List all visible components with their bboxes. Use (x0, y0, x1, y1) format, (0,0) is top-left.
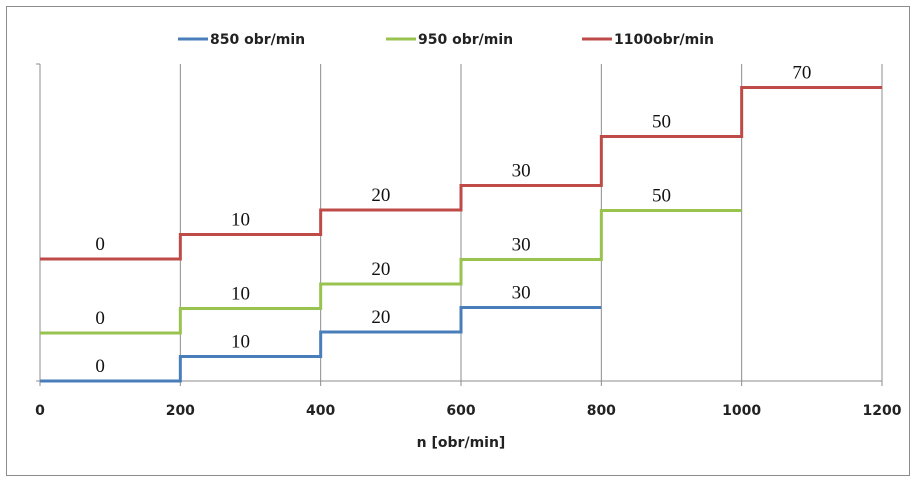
data-label: 20 (371, 259, 390, 280)
data-label: 20 (371, 185, 390, 206)
legend-item: 950 obr/min (386, 32, 513, 48)
data-label: 70 (792, 63, 811, 84)
series-line (40, 306, 602, 383)
series-lines (40, 86, 882, 383)
x-tick-label: 800 (587, 403, 616, 419)
x-tick-label: 0 (35, 403, 45, 419)
legend: 850 obr/min 950 obr/min 1100obr/min (178, 32, 714, 48)
legend-label: 1100obr/min (614, 32, 714, 48)
x-tick-label: 200 (166, 403, 195, 419)
legend-item: 850 obr/min (178, 32, 305, 48)
series-line (40, 209, 742, 335)
legend-label: 850 obr/min (210, 32, 305, 48)
legend-item: 1100obr/min (582, 32, 714, 48)
data-label: 10 (231, 210, 250, 231)
x-tick-label: 600 (446, 403, 475, 419)
data-label: 50 (652, 112, 671, 133)
data-label: 10 (231, 332, 250, 353)
x-tick-label: 1200 (863, 403, 902, 419)
data-label: 0 (95, 356, 105, 377)
data-label: 0 (95, 234, 105, 255)
data-label: 10 (231, 284, 250, 305)
data-label: 50 (652, 186, 671, 207)
chart-border (6, 6, 910, 476)
x-axis: 0 200 400 600 800 1000 1200 (35, 63, 902, 419)
data-label: 30 (512, 283, 531, 304)
legend-label: 950 obr/min (418, 32, 513, 48)
x-tick-label: 1000 (722, 403, 761, 419)
data-label: 30 (512, 161, 531, 182)
data-label: 20 (371, 307, 390, 328)
series-line (40, 86, 882, 261)
data-label: 30 (512, 235, 531, 256)
data-label: 0 (95, 308, 105, 329)
x-axis-title: n [obr/min] (417, 435, 506, 451)
data-labels: 0 10 20 30 0 10 20 30 50 0 10 20 30 50 70 (95, 63, 811, 378)
x-tick-label: 400 (306, 403, 335, 419)
